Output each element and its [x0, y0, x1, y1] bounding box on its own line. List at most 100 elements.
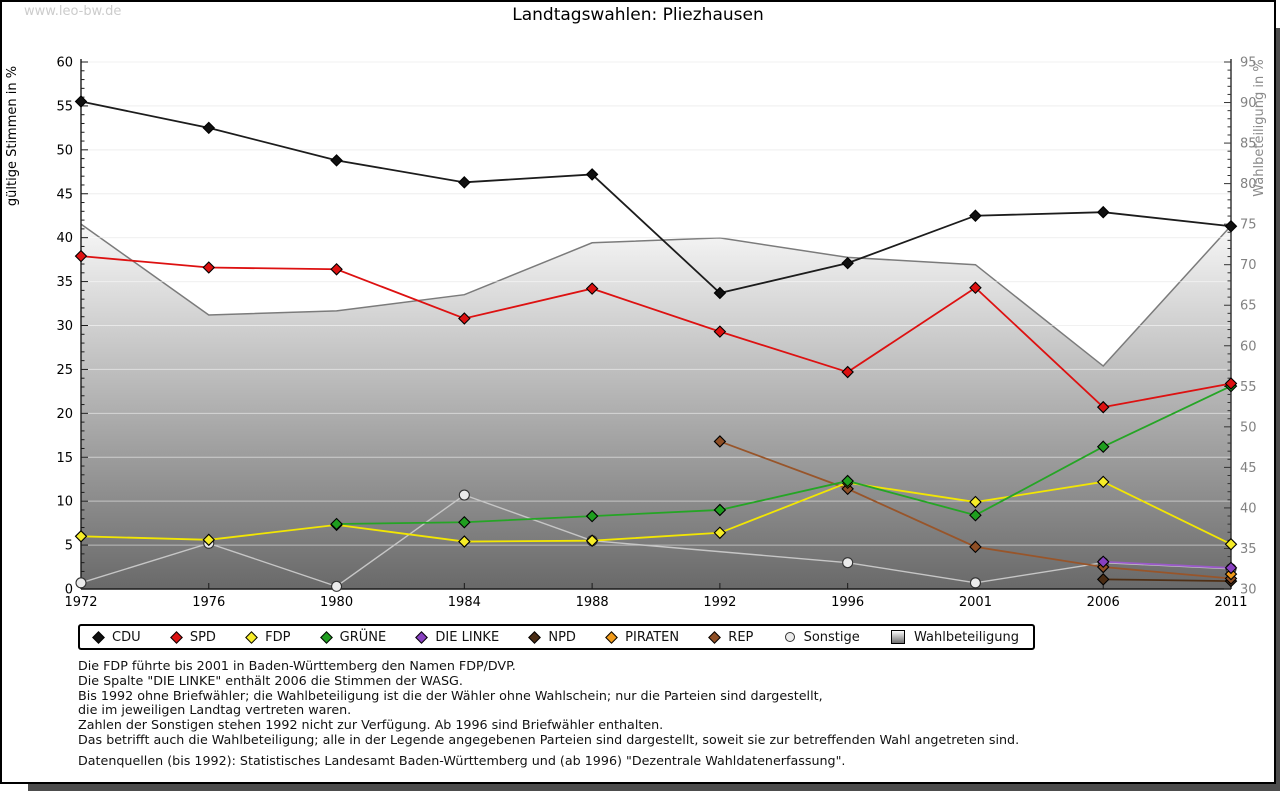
series-line — [80, 255, 1232, 409]
y-right-tick-label: 50 — [1240, 420, 1257, 435]
legend-label: GRÜNE — [339, 629, 387, 645]
data-point — [202, 121, 216, 135]
data-point — [458, 535, 471, 548]
x-tick-label: 2011 — [1214, 595, 1247, 610]
x-tick-label: 1992 — [703, 595, 736, 610]
data-point — [74, 530, 88, 543]
data-point — [969, 281, 982, 295]
data-point — [330, 517, 343, 531]
data-point — [585, 534, 599, 547]
y-right-tick-label: 95 — [1240, 56, 1257, 71]
footnote-line: Die Spalte "DIE LINKE" enthält 2006 die … — [78, 672, 463, 688]
data-point — [331, 580, 343, 592]
x-tick-label: 2001 — [959, 595, 992, 610]
legend-item-sonstige: Sonstige — [784, 629, 860, 645]
y-left-tick-label: 20 — [56, 407, 73, 422]
data-point — [969, 540, 982, 554]
legend-label: PIRATEN — [625, 629, 680, 645]
y-left-tick-label: 60 — [56, 56, 73, 71]
y-left-tick-label: 35 — [56, 275, 73, 290]
x-tick-label: 1972 — [64, 595, 97, 610]
data-point — [202, 533, 216, 547]
data-source-note: Datenquellen (bis 1992): Statistisches L… — [78, 753, 846, 768]
data-point — [330, 154, 343, 167]
y-left-tick-label: 10 — [56, 495, 73, 510]
legend-label: NPD — [548, 629, 576, 645]
legend-marker-sonstige — [784, 632, 795, 642]
x-tick-label: 1976 — [192, 595, 225, 610]
data-point — [74, 249, 88, 263]
y-left-axis-title: gültige Stimmen in % — [5, 66, 20, 206]
y-left-tick-label: 25 — [56, 363, 73, 378]
data-point — [202, 261, 216, 274]
election-line-chart: 0 5 10 15 20 25 30 35 40 45 50 55 60 30 35 40 45 50 55 60 65… — [5, 56, 1267, 611]
x-tick-label: 1996 — [831, 595, 864, 610]
window-shadow-right — [1276, 28, 1280, 791]
y-right-tick-label: 60 — [1240, 339, 1257, 354]
y-left-tick-label: 30 — [56, 319, 73, 334]
data-point — [969, 508, 982, 522]
series-line — [336, 385, 1232, 525]
y-left-tick-label: 45 — [56, 187, 73, 202]
y-left-tick-label: 50 — [56, 143, 73, 158]
data-point — [1096, 205, 1110, 219]
data-point — [842, 557, 854, 569]
legend-marker-spd — [169, 630, 183, 644]
series-line — [1103, 560, 1232, 569]
data-point — [1096, 555, 1110, 569]
data-point — [1224, 561, 1238, 575]
data-point — [841, 256, 854, 270]
legend-marker-piraten — [605, 630, 619, 644]
y-right-tick-label: 35 — [1240, 542, 1257, 557]
y-right-tick-label: 30 — [1240, 583, 1257, 598]
data-point — [969, 495, 982, 509]
legend-item-wahlbeteiligung: Wahlbeteiligung — [890, 630, 1019, 645]
footnote-line: Zahlen der Sonstigen stehen 1992 nicht z… — [78, 717, 664, 733]
y-right-tick-label: 75 — [1240, 218, 1257, 233]
legend-label: Sonstige — [803, 629, 860, 645]
legend-marker-die-linke — [415, 630, 429, 644]
turnout-edge-line — [80, 223, 1232, 368]
data-point — [713, 435, 727, 448]
data-point — [458, 312, 471, 325]
legend-label: CDU — [112, 629, 141, 645]
legend-label: FDP — [265, 629, 291, 645]
legend-label: REP — [728, 629, 754, 645]
data-point — [1096, 475, 1110, 489]
legend-marker-rep — [708, 630, 722, 644]
legend-marker-npd — [528, 630, 542, 644]
data-point — [458, 515, 471, 529]
data-point — [74, 95, 88, 108]
series-spd — [74, 249, 1238, 414]
data-point — [585, 282, 599, 295]
legend-marker-fdp — [245, 630, 258, 644]
legend-marker-cdu — [92, 630, 105, 644]
y-right-tick-label: 55 — [1240, 380, 1257, 395]
y-right-tick-label: 45 — [1240, 461, 1257, 476]
x-tick-label: 1988 — [576, 595, 609, 610]
watermark: www.leo-bw.de — [24, 4, 122, 19]
x-tick-label: 1980 — [320, 595, 353, 610]
legend-item-fdp: FDP — [245, 629, 291, 645]
chart-legend: CDU SPD FDP GRÜNE DIE LINKE NPD PIRATEN REP Sons… — [78, 624, 1035, 650]
y-left-tick-label: 5 — [65, 539, 73, 554]
data-point — [713, 286, 727, 300]
page-title: Landtagswahlen: Pliezhausen — [512, 5, 764, 25]
data-point — [969, 577, 981, 589]
y-right-tick-label: 80 — [1240, 177, 1257, 192]
legend-item-rep: REP — [708, 629, 754, 645]
y-right-tick-label: 70 — [1240, 258, 1257, 273]
legend-label: DIE LINKE — [435, 629, 500, 645]
x-tick-label: 2006 — [1087, 595, 1120, 610]
y-right-axis-title: Wahlbeteiligung in % — [1252, 59, 1267, 196]
data-point — [841, 365, 854, 379]
y-right-tick-label: 90 — [1240, 96, 1257, 111]
data-point — [713, 325, 727, 338]
data-point — [330, 263, 343, 276]
data-point — [713, 526, 727, 540]
legend-item-spd: SPD — [169, 630, 216, 645]
series-cdu — [74, 95, 1238, 300]
data-point — [585, 509, 599, 523]
legend-marker-wahlbeteiligung — [890, 630, 905, 644]
data-point — [1096, 400, 1110, 414]
